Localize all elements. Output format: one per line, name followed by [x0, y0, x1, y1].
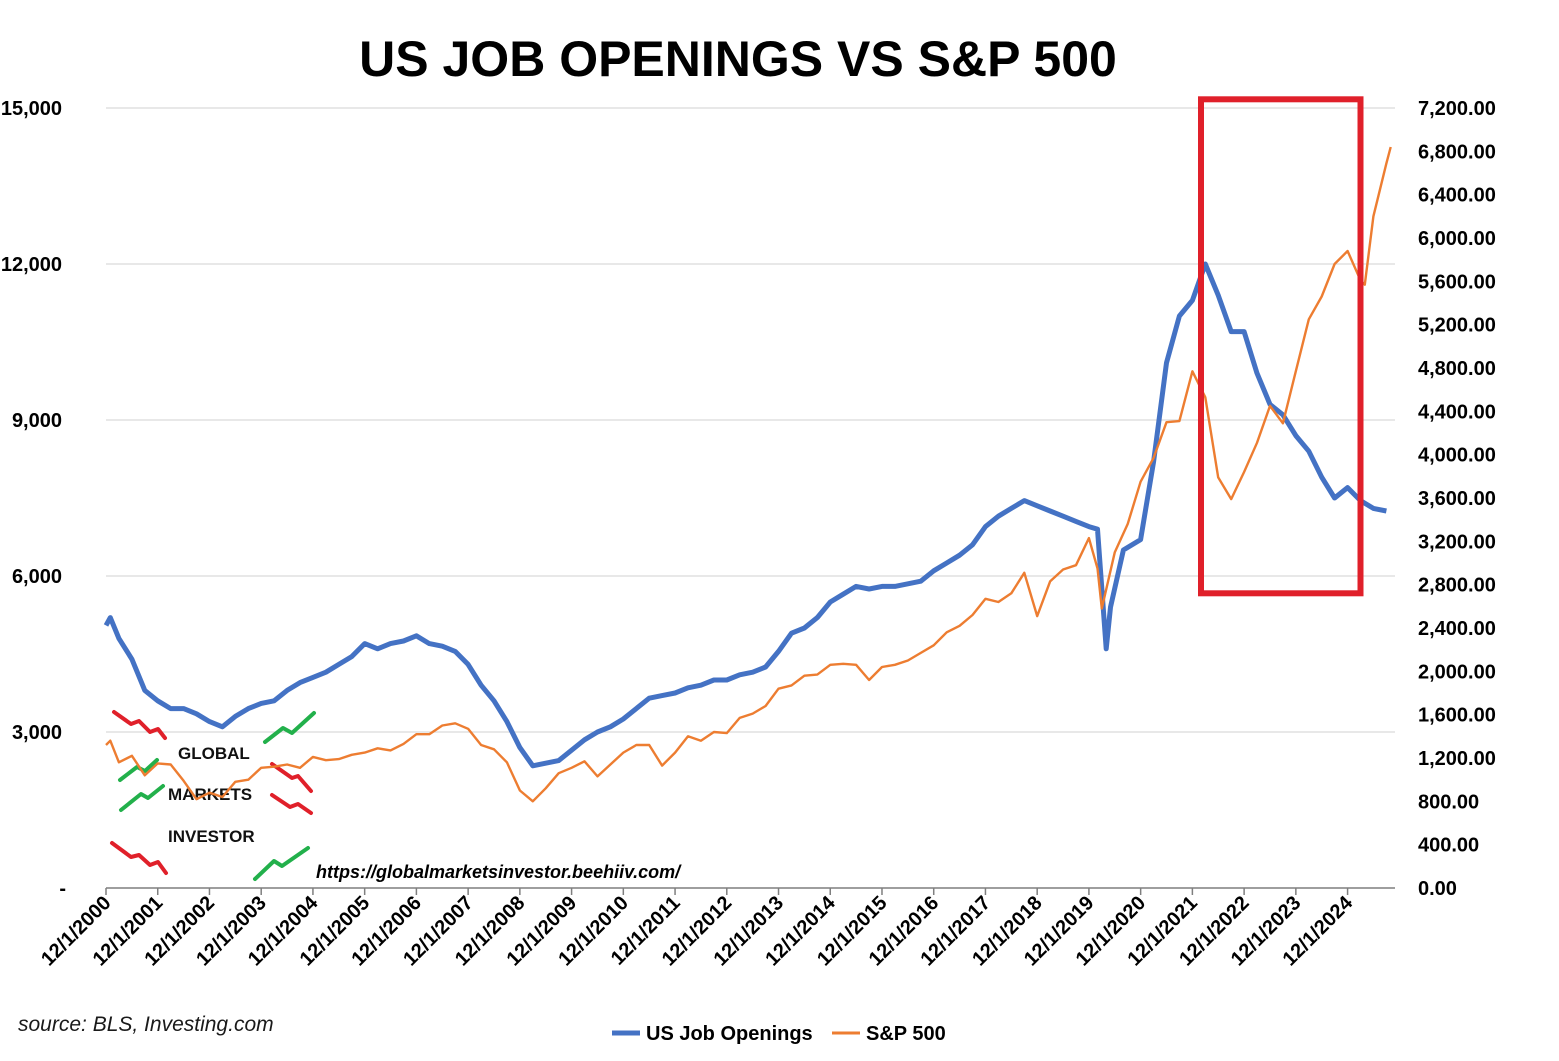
right-tick-label: 400.00 [1418, 835, 1479, 857]
left-tick-label: 9,000 [12, 410, 62, 432]
watermark-logo: GLOBAL MARKETS INVESTOR [110, 710, 316, 881]
right-tick-label: 6,800.00 [1418, 141, 1496, 163]
right-tick-label: 2,800.00 [1418, 575, 1496, 597]
right-tick-label: 2,400.00 [1418, 618, 1496, 640]
x-axis: 12/1/200012/1/200112/1/200212/1/200312/1… [37, 887, 1395, 970]
right-tick-label: 2,000.00 [1418, 661, 1496, 683]
right-tick-label: 4,800.00 [1418, 358, 1496, 380]
right-tick-label: 5,600.00 [1418, 271, 1496, 293]
legend-label-sp-500: S&P 500 [866, 1023, 946, 1045]
left-tick-label: - [59, 878, 66, 900]
right-tick-label: 4,000.00 [1418, 445, 1496, 467]
legend-label-us-job-openings: US Job Openings [646, 1023, 813, 1045]
legend: US Job Openings S&P 500 [612, 1023, 946, 1045]
left-tick-label: 3,000 [12, 722, 62, 744]
right-tick-label: 1,600.00 [1418, 705, 1496, 727]
left-tick-label: 12,000 [1, 254, 62, 276]
right-axis-ticks: 0.00 400.00 800.00 1,200.00 1,600.00 2,000.00… [1418, 98, 1496, 900]
right-tick-label: 800.00 [1418, 791, 1479, 813]
right-tick-label: 3,200.00 [1418, 531, 1496, 553]
watermark-word-2: MARKETS [168, 785, 252, 804]
series-line-sp-500 [105, 146, 1392, 803]
watermark-arrows [110, 710, 316, 881]
left-tick-label: 6,000 [12, 566, 62, 588]
chart-title: US JOB OPENINGS VS S&P 500 [359, 31, 1117, 87]
right-tick-label: 7,200.00 [1418, 98, 1496, 120]
right-tick-label: 6,400.00 [1418, 185, 1496, 207]
right-tick-label: 6,000.00 [1418, 228, 1496, 250]
right-tick-label: 1,200.00 [1418, 748, 1496, 770]
left-tick-label: 15,000 [1, 98, 62, 120]
series-line-us-job-openings [103, 261, 1387, 769]
right-tick-label: 3,600.00 [1418, 488, 1496, 510]
source-url: https://globalmarketsinvestor.beehiiv.co… [316, 862, 682, 882]
right-tick-label: 5,200.00 [1418, 315, 1496, 337]
watermark-word-3: INVESTOR [168, 827, 255, 846]
right-tick-label: 4,400.00 [1418, 401, 1496, 423]
right-tick-label: 0.00 [1418, 878, 1457, 900]
left-axis-ticks: - 3,000 6,000 9,000 12,000 15,000 [1, 98, 66, 900]
source-note: source: BLS, Investing.com [18, 1013, 274, 1036]
highlight-box [1198, 96, 1364, 597]
watermark-word-1: GLOBAL [178, 744, 250, 763]
gridlines [106, 107, 1395, 733]
